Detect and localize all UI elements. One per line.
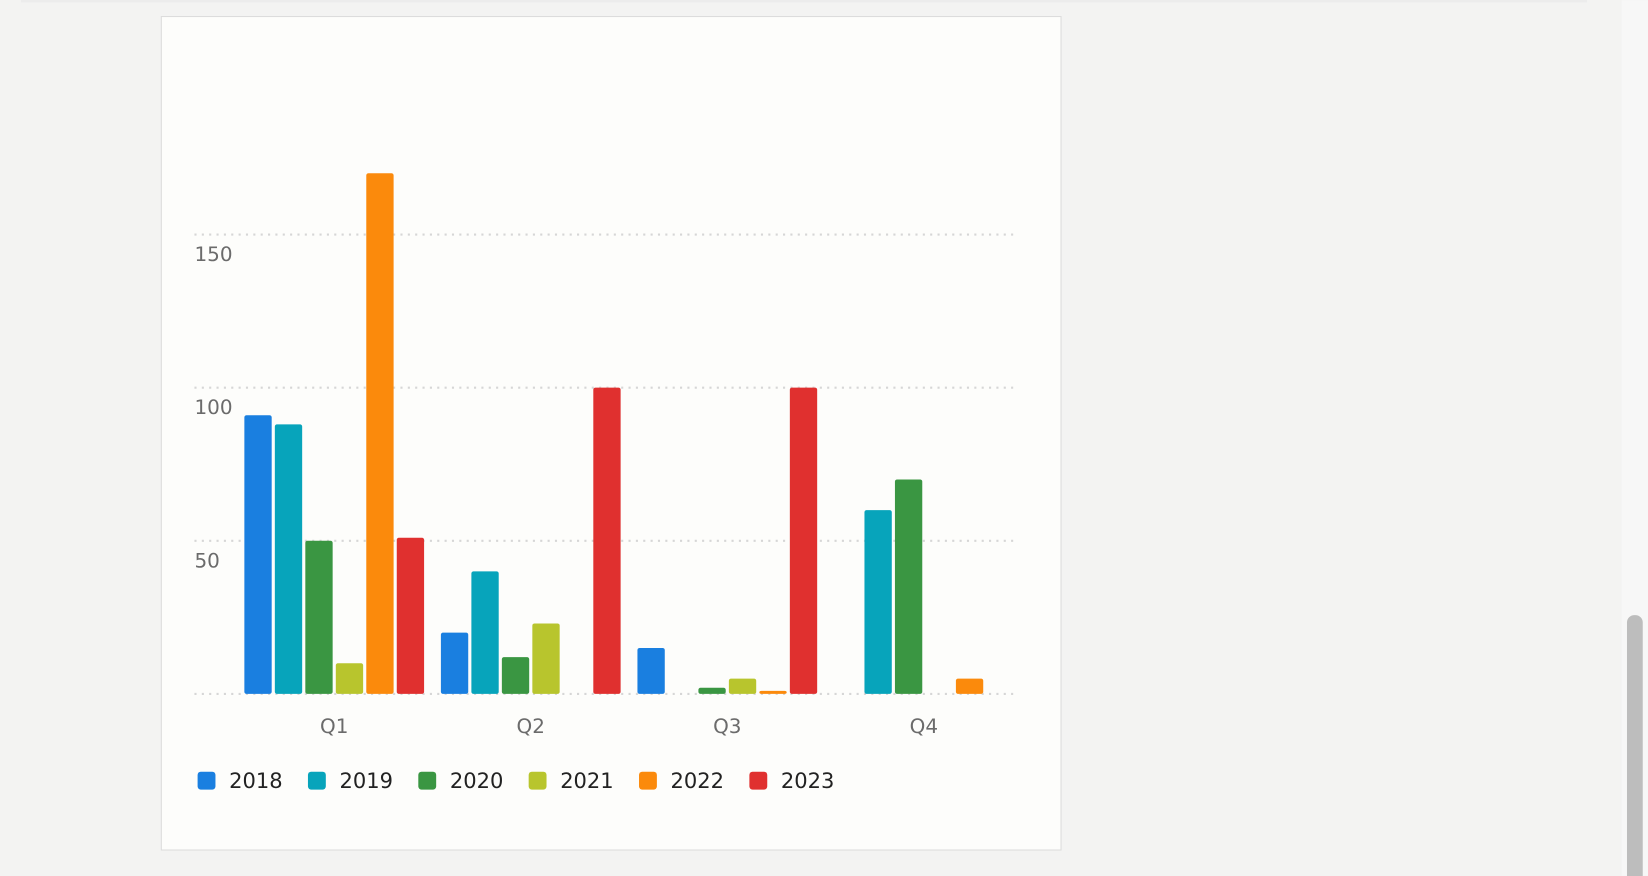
- y-tick-label: 50: [194, 548, 219, 572]
- x-tick-label: Q2: [517, 714, 545, 738]
- legend-label: 2020: [450, 768, 503, 793]
- top-panel-edge: [21, 0, 1588, 3]
- legend-label: 2019: [339, 768, 392, 793]
- bar: [698, 687, 726, 694]
- bar: [532, 623, 560, 694]
- legend-swatch: [197, 771, 216, 790]
- bar: [637, 647, 665, 694]
- bar: [244, 415, 272, 694]
- bar: [274, 424, 303, 694]
- legend-label: 2023: [781, 768, 834, 793]
- legend-swatch: [749, 771, 768, 790]
- legend-swatch: [528, 771, 547, 790]
- bar: [894, 479, 923, 694]
- bar: [440, 632, 469, 694]
- bar: [864, 510, 892, 694]
- chart: 50 100 150 Q1 Q2 Q3 Q4 2018 2019 2020 2021 2022 2023: [194, 173, 1018, 793]
- legend-label: 2018: [229, 768, 282, 793]
- bar: [759, 690, 787, 694]
- bar: [728, 678, 757, 694]
- bar: [789, 387, 818, 694]
- bar: [396, 537, 425, 694]
- x-tick-label: Q1: [320, 714, 348, 738]
- x-tick-label: Q3: [713, 714, 741, 738]
- legend-label: 2022: [671, 768, 724, 793]
- bar: [501, 657, 530, 694]
- legend-label: 2021: [560, 768, 613, 793]
- bar: [366, 173, 394, 694]
- scrollbar-thumb[interactable]: [1626, 615, 1643, 876]
- y-tick-label: 150: [194, 242, 232, 266]
- bar: [305, 540, 333, 694]
- bar: [955, 678, 984, 694]
- x-tick-label: Q4: [910, 714, 938, 738]
- legend-swatch: [418, 771, 437, 790]
- legend-swatch: [639, 771, 657, 790]
- bar: [335, 663, 364, 694]
- bar: [471, 571, 499, 694]
- y-tick-label: 100: [194, 395, 232, 419]
- bar: [593, 387, 621, 694]
- legend-swatch: [307, 771, 326, 790]
